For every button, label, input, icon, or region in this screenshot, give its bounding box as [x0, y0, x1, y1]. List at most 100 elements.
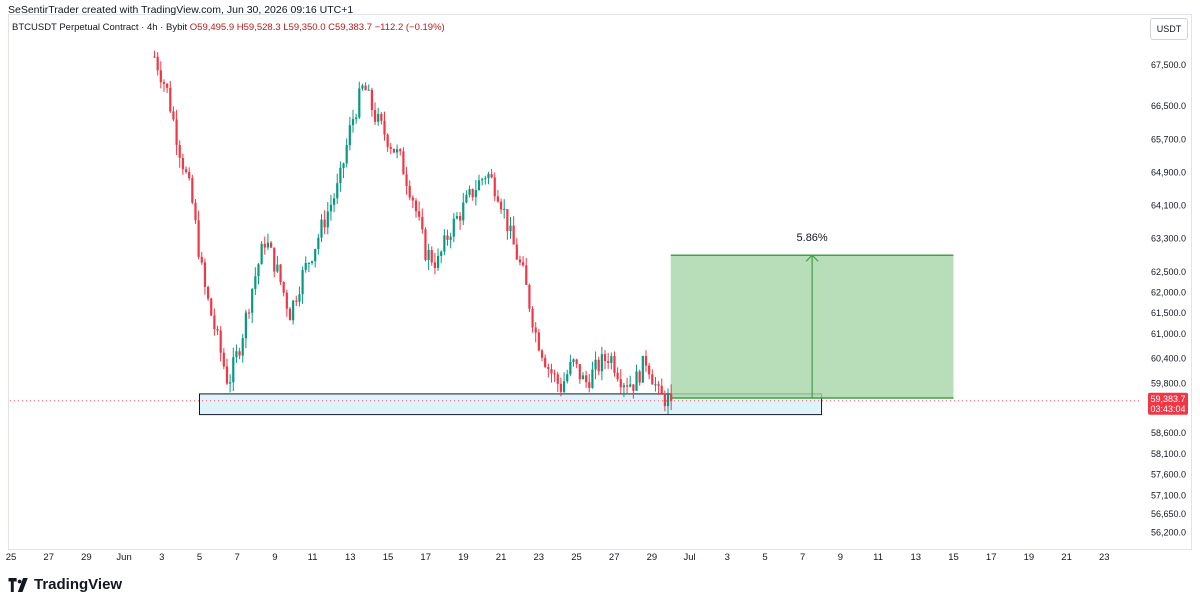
candle-body[interactable] [440, 251, 443, 256]
candle-body[interactable] [389, 146, 392, 149]
candle-body[interactable] [585, 375, 588, 383]
candle-body[interactable] [225, 366, 229, 384]
candle-body[interactable] [191, 178, 194, 203]
candle-body[interactable] [625, 385, 629, 387]
candle-body[interactable] [247, 312, 251, 314]
candle-body[interactable] [506, 209, 509, 232]
candle-body[interactable] [336, 183, 339, 199]
candle-body[interactable] [449, 236, 452, 240]
candle-body[interactable] [222, 352, 225, 367]
candle-body[interactable] [292, 300, 295, 321]
candle-body[interactable] [613, 356, 616, 373]
candle-body[interactable] [169, 87, 172, 112]
candle-body[interactable] [619, 379, 622, 388]
candle-body[interactable] [159, 70, 162, 83]
candle-body[interactable] [282, 282, 285, 293]
candle-body[interactable] [361, 85, 364, 89]
candle-body[interactable] [531, 308, 534, 328]
candle-body[interactable] [632, 384, 635, 391]
candle-body[interactable] [326, 211, 329, 228]
currency-button[interactable]: USDT [1150, 18, 1188, 40]
candle-body[interactable] [197, 220, 200, 257]
candle-body[interactable] [314, 249, 317, 262]
candle-body[interactable] [540, 350, 544, 358]
candle-body[interactable] [503, 209, 506, 211]
candle-body[interactable] [213, 315, 216, 330]
candle-body[interactable] [392, 148, 396, 153]
candle-body[interactable] [641, 355, 644, 383]
candle-body[interactable] [537, 332, 540, 351]
candle-body[interactable] [370, 89, 373, 111]
candle-body[interactable] [175, 119, 178, 145]
candle-body[interactable] [257, 264, 260, 277]
candle-body[interactable] [408, 185, 411, 198]
candle-body[interactable] [320, 219, 323, 238]
demand-zone[interactable] [199, 393, 823, 416]
candle-body[interactable] [156, 56, 159, 71]
candle-body[interactable] [178, 144, 181, 158]
candle-body[interactable] [493, 177, 496, 197]
candle-body[interactable] [525, 265, 528, 285]
candle-body[interactable] [481, 179, 484, 181]
candle-body[interactable] [644, 355, 648, 366]
candle-body[interactable] [153, 56, 156, 58]
candle-body[interactable] [288, 308, 292, 321]
candle-body[interactable] [411, 197, 414, 201]
candle-body[interactable] [229, 382, 232, 384]
candle-body[interactable] [364, 85, 367, 91]
candle-body[interactable] [383, 120, 386, 135]
candle-body[interactable] [380, 113, 383, 121]
candle-body[interactable] [572, 359, 575, 362]
candle-body[interactable] [263, 243, 266, 248]
candle-body[interactable] [310, 261, 314, 263]
tradingview-logo[interactable]: TradingView [8, 576, 122, 593]
candle-body[interactable] [348, 125, 351, 146]
candle-body[interactable] [569, 361, 572, 375]
candle-body[interactable] [254, 276, 257, 289]
candle-body[interactable] [459, 216, 462, 221]
candle-body[interactable] [575, 359, 578, 365]
candle-body[interactable] [594, 359, 597, 370]
candle-body[interactable] [402, 151, 405, 175]
candle-body[interactable] [260, 243, 263, 265]
candle-body[interactable] [455, 216, 459, 219]
candle-body[interactable] [509, 225, 512, 232]
candle-body[interactable] [295, 300, 298, 302]
candle-body[interactable] [515, 244, 518, 260]
candle-body[interactable] [566, 374, 569, 382]
candle-body[interactable] [607, 361, 610, 363]
symbol-title[interactable]: BTCUSDT Perpetual Contract · 4h · Bybit [12, 22, 188, 33]
candle-body[interactable] [559, 383, 563, 392]
chart-pane[interactable] [8, 14, 1192, 550]
candle-body[interactable] [235, 351, 238, 358]
candle-body[interactable] [468, 189, 471, 195]
candle-body[interactable] [553, 373, 556, 375]
candle-body[interactable] [162, 82, 166, 84]
candle-body[interactable] [591, 369, 594, 388]
candle-body[interactable] [550, 369, 553, 374]
candle-body[interactable] [317, 237, 320, 250]
candle-body[interactable] [399, 149, 402, 152]
candle-body[interactable] [367, 89, 370, 91]
candle-body[interactable] [166, 83, 169, 88]
candle-body[interactable] [603, 354, 607, 362]
candle-body[interactable] [651, 374, 654, 385]
candle-body[interactable] [588, 382, 591, 388]
candle-body[interactable] [358, 88, 361, 118]
candle-body[interactable] [266, 242, 270, 248]
candle-body[interactable] [496, 196, 500, 202]
candle-body[interactable] [427, 249, 430, 260]
candle-body[interactable] [600, 354, 603, 372]
candle-body[interactable] [462, 202, 465, 221]
candle-body[interactable] [241, 338, 244, 356]
candle-body[interactable] [581, 375, 585, 380]
candle-body[interactable] [424, 229, 427, 260]
candle-body[interactable] [512, 225, 515, 245]
candle-body[interactable] [276, 264, 279, 272]
candle-body[interactable] [219, 330, 222, 353]
candle-body[interactable] [188, 171, 191, 179]
candle-body[interactable] [597, 359, 600, 372]
candle-body[interactable] [622, 385, 626, 388]
candle-body[interactable] [654, 384, 657, 386]
candle-body[interactable] [418, 211, 421, 217]
